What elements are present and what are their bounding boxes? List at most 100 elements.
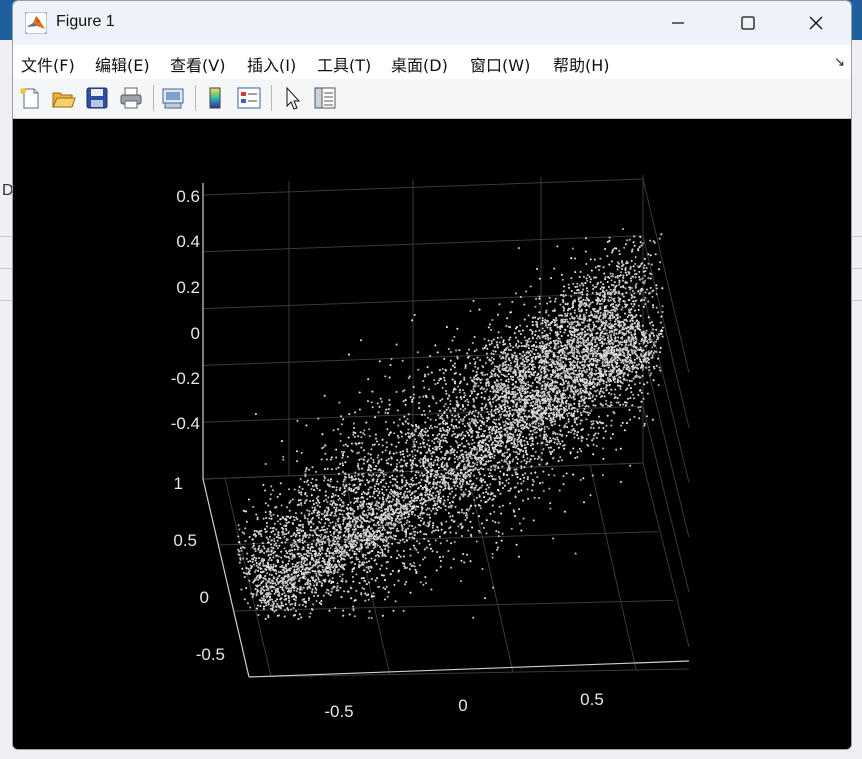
scatter-point <box>524 383 527 387</box>
scatter-point <box>461 482 464 486</box>
scatter-point <box>486 373 489 376</box>
new-figure-icon[interactable] <box>17 85 43 111</box>
maximize-button[interactable] <box>713 1 783 45</box>
scatter-point <box>352 605 355 608</box>
scatter-point <box>303 480 306 483</box>
scatter-point <box>329 480 332 483</box>
scatter-point <box>381 438 384 441</box>
scatter-point <box>477 392 480 395</box>
scatter-point <box>327 592 330 595</box>
menu-edit[interactable]: 编辑(E) <box>95 56 150 75</box>
scatter-point <box>275 579 278 582</box>
scatter-point <box>327 574 330 577</box>
scatter-point <box>616 378 619 381</box>
scatter-point <box>429 547 432 550</box>
close-button[interactable] <box>781 1 851 45</box>
scatter-point <box>436 551 439 554</box>
menu-insert[interactable]: 插入(I) <box>247 56 297 75</box>
scatter-point <box>336 585 339 588</box>
scatter-point <box>401 422 404 425</box>
scatter-point <box>544 358 547 361</box>
scatter-point <box>245 586 248 590</box>
property-inspector-icon[interactable] <box>312 85 338 111</box>
scatter-point <box>580 414 583 417</box>
scatter-point <box>429 424 432 427</box>
plot-area[interactable]: 0.6 0.4 0.2 0 -0.2 -0.4 1 0.5 0 -0.5 -0.5 0 0.5 <box>13 119 851 749</box>
scatter-point <box>565 355 568 358</box>
scatter-point <box>405 530 408 533</box>
grid-line <box>589 464 637 671</box>
scatter-point <box>264 489 267 492</box>
menu-tools[interactable]: 工具(T) <box>317 56 372 75</box>
scatter-point <box>527 347 530 350</box>
scatter-point <box>328 485 331 488</box>
menu-help[interactable]: 帮助(H) <box>553 56 610 75</box>
scatter-point <box>408 375 411 378</box>
scatter-point <box>565 399 568 402</box>
scatter-point <box>408 568 411 571</box>
scatter-point <box>541 481 544 484</box>
scatter-point <box>281 564 284 567</box>
scatter-point <box>385 521 388 524</box>
scatter3-axes[interactable]: 0.60.40.20-0.2-0.410.50-0.5-0.5 0 0.5 <box>13 119 851 749</box>
dock-arrow-icon[interactable]: ↘ <box>834 55 845 70</box>
minimize-button[interactable] <box>643 1 713 45</box>
colorbar-icon[interactable] <box>202 85 228 111</box>
menu-desktop[interactable]: 桌面(D) <box>391 56 448 75</box>
scatter-point <box>352 431 355 434</box>
scatter-point <box>486 347 489 350</box>
scatter-point <box>332 532 335 535</box>
scatter-point <box>528 460 531 463</box>
save-icon[interactable] <box>84 85 110 111</box>
scatter-point <box>631 370 634 373</box>
legend-icon[interactable] <box>236 85 262 111</box>
scatter-point <box>549 375 552 378</box>
scatter-point <box>454 432 457 436</box>
scatter-point <box>362 432 365 435</box>
print-icon[interactable] <box>118 85 144 111</box>
scatter-point <box>317 534 321 537</box>
menu-file[interactable]: 文件(F) <box>21 56 75 75</box>
scatter-point <box>316 511 319 514</box>
menu-window[interactable]: 窗口(W) <box>470 56 531 75</box>
scatter-point <box>469 421 472 424</box>
scatter-point <box>475 436 478 439</box>
scatter-point <box>279 522 282 526</box>
scatter-point <box>496 313 500 316</box>
scatter-point <box>539 368 542 372</box>
scatter-point <box>459 373 462 376</box>
scatter-point <box>580 419 583 422</box>
scatter-point <box>516 476 519 479</box>
scatter-point <box>425 524 428 527</box>
scatter-point <box>409 485 412 488</box>
scatter-point <box>413 534 416 537</box>
scatter-point <box>592 336 595 339</box>
scatter-point <box>433 441 436 445</box>
edit-plot-pointer-icon[interactable] <box>279 85 305 111</box>
scatter-point <box>549 440 553 443</box>
scatter-point <box>377 454 380 457</box>
scatter-point <box>327 508 330 511</box>
scatter-point <box>523 476 526 479</box>
scatter-point <box>441 456 444 459</box>
scatter-point <box>395 390 398 393</box>
scatter-point <box>498 477 502 480</box>
scatter-point <box>395 343 398 346</box>
scatter-point <box>379 469 382 472</box>
scatter-point <box>367 473 370 476</box>
scatter-point <box>433 438 436 441</box>
scatter-point <box>363 455 366 458</box>
title-bar[interactable]: Figure 1 <box>13 1 851 45</box>
scatter-point <box>412 530 415 533</box>
scatter-point <box>304 532 307 535</box>
scatter-point <box>374 464 377 468</box>
menu-view[interactable]: 查看(V) <box>170 56 226 75</box>
open-file-icon[interactable] <box>50 85 76 111</box>
scatter-point <box>371 495 374 498</box>
link-plot-icon[interactable] <box>160 85 186 111</box>
scatter-point <box>543 425 546 428</box>
scatter-point <box>330 563 333 566</box>
scatter-point <box>482 491 485 495</box>
scatter-point <box>617 401 620 404</box>
scatter-point <box>593 350 596 353</box>
